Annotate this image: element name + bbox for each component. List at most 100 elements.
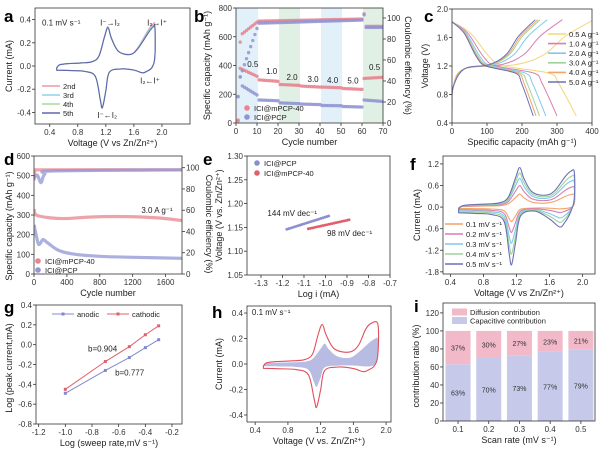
plot-area-f — [458, 166, 576, 266]
y-tick-label: -0.2 — [18, 361, 32, 370]
panel-b: 0 10 20 30 40 50 60 700200400600800020406080100… — [194, 4, 413, 147]
annotation: 0.1 mV s⁻¹ — [252, 308, 291, 317]
x-tick-label: 30 — [295, 127, 304, 136]
efficiency-point — [251, 38, 255, 43]
data-point — [157, 324, 161, 328]
x-axis-label: Cycle number — [282, 137, 338, 147]
x-tick-label: 20 — [274, 127, 283, 136]
legend-item: 0.5 mV s⁻¹ — [445, 260, 503, 269]
y-tick-label: 0.2 — [21, 321, 33, 330]
legend-label: 0.2 mV s⁻¹ — [466, 230, 503, 239]
y2-axis-label: Coulombic efficiency (%) — [204, 175, 214, 274]
efficiency-point — [381, 25, 383, 30]
y-tick-label: 1.05 — [227, 271, 243, 280]
cv-curve — [263, 337, 379, 388]
legend-marker — [116, 312, 120, 316]
efficiency-point — [236, 95, 240, 99]
legend-label: 0.3 mV s⁻¹ — [466, 240, 503, 249]
panel-c: 0 100 200 300 400 0.4 0.8 1.2 1.6 2.0 Specific cap… — [420, 5, 599, 147]
panel-label: d — [4, 150, 14, 169]
legend-label: 3.0 A g⁻¹ — [569, 59, 599, 68]
x-tick-label: 0.1 — [452, 425, 464, 434]
x-tick-label: 40 — [316, 127, 325, 136]
annotation: 0.5 — [247, 60, 259, 69]
y-tick-label: 0.0 — [21, 341, 33, 350]
legend-item: Diffusion contribution — [452, 308, 540, 317]
panel-label: g — [4, 298, 14, 317]
y-axis-label: Current (mA) — [412, 189, 422, 241]
legend-item: 1.0 A g⁻¹ — [548, 39, 599, 48]
legend-label: ICI@mPCP-40 — [264, 169, 314, 178]
panel-label: f — [410, 155, 416, 174]
legend-swatch — [452, 308, 467, 316]
plot-area-i: 63% 70% 73% 77% 79% 37% 30% 27% 23% 21% — [445, 330, 594, 421]
y-tick-label: 200 — [17, 231, 31, 240]
y2-tick-label: 80 — [387, 35, 396, 44]
y-tick-label: 0 — [26, 270, 31, 279]
series-g-1 — [63, 324, 161, 391]
efficiency-point — [236, 119, 240, 123]
bar-segment — [537, 351, 563, 421]
annotation: 0.1 mV s⁻¹ — [42, 18, 81, 27]
legend-label: 0.5 mV s⁻¹ — [466, 260, 503, 269]
y-tick-label: 0.4 — [20, 16, 32, 25]
x-tick-label: -1.3 — [254, 279, 268, 288]
y-tick-label: 1.20 — [227, 200, 243, 209]
x-tick-label: 1.6 — [348, 426, 360, 435]
legend-label: anodic — [77, 310, 99, 319]
legend-label: ICI@PCP — [264, 159, 297, 168]
x-tick-label: 0.4 — [445, 278, 457, 287]
legend-g: anodic cathodic — [52, 310, 160, 319]
bar-label: 27% — [512, 341, 526, 348]
legend-label: 0.5 A g⁻¹ — [569, 30, 599, 39]
x-tick-label: 1600 — [157, 278, 175, 287]
y-tick-label: 0.4 — [437, 119, 449, 128]
x-tick-label: -1.2 — [32, 428, 46, 437]
y-tick-label: 0.0 — [20, 62, 32, 71]
x-tick-label: 1.2 — [315, 426, 327, 435]
bar-label: 79% — [574, 383, 588, 390]
bar-segment — [506, 355, 532, 421]
series-b-1 — [236, 13, 383, 109]
x-tick-label: -1.0 — [58, 428, 72, 437]
y-tick-label: -0.4 — [229, 411, 243, 420]
x-tick-label: 60 — [358, 127, 367, 136]
efficiency-point — [249, 44, 253, 49]
panel-g: -1.2 -1.0 -0.8 -0.6 -0.4 -0.2 -0.8 -0.6 -0.4 -0.2… — [4, 298, 183, 448]
cv-curve — [458, 166, 576, 266]
data-point — [63, 391, 67, 395]
discharge-curve — [452, 21, 534, 117]
efficiency-point — [240, 69, 244, 73]
rate-band — [363, 8, 383, 123]
legend-item: ICI@PCP — [35, 266, 78, 275]
plot-frame — [246, 155, 391, 276]
legend-label: 5th — [63, 109, 73, 118]
y-tick-label: 1.30 — [227, 152, 243, 161]
capacity-curve — [34, 224, 182, 260]
bar-label: 63% — [451, 391, 465, 398]
y-tick-label: 0.4 — [21, 301, 33, 310]
annotation: 4.0 — [327, 76, 339, 85]
bar-label: 70% — [482, 387, 496, 394]
legend-label: 1.0 A g⁻¹ — [569, 39, 599, 48]
capacity-point — [255, 74, 259, 78]
x-tick-label: 0 — [234, 127, 239, 136]
y2-tick-label: 60 — [387, 56, 396, 65]
plot-frame — [442, 155, 596, 275]
series-g-0 — [63, 338, 161, 395]
x-axis-label: Cycle number — [80, 288, 136, 298]
y-tick-label: -0.4 — [17, 108, 31, 117]
data-point — [157, 338, 161, 342]
annotation: 3.0 A g⁻¹ — [141, 206, 173, 215]
x-tick-label: 50 — [337, 127, 346, 136]
series-f-4 — [458, 166, 576, 266]
x-axis-label: Scan rate (mV s⁻¹) — [481, 435, 556, 445]
x-tick-label: 0.4 — [250, 426, 262, 435]
legend-swatch — [244, 114, 250, 120]
annotation: b=0.777 — [115, 368, 145, 377]
y-tick-label: 0.0 — [232, 360, 244, 369]
panel-f: 0.4 0.8 1.2 1.6 2.0-1.8-1.2-0.60.00.61.2Volt… — [410, 155, 596, 298]
legend-label: ICI@PCP — [254, 113, 287, 122]
annotation: 0.5 — [369, 63, 381, 72]
